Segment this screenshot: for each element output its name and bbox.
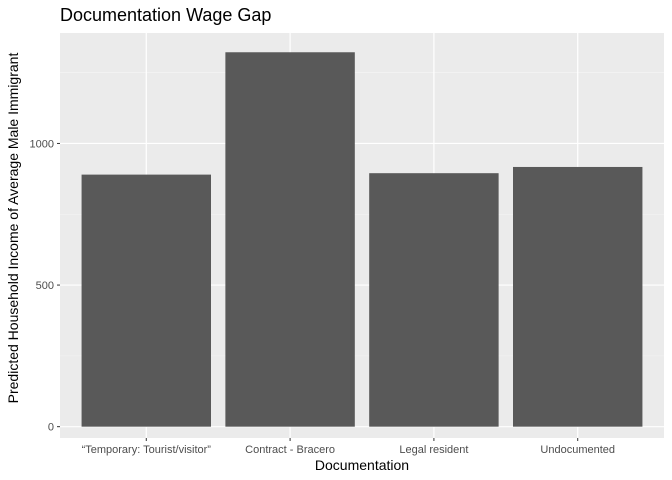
y-tick-label: 1000 [30,138,54,150]
x-tick-label: “Temporary: Tourist/visitor” [82,444,212,456]
y-axis: 0 500 1000 [30,138,60,434]
x-axis: “Temporary: Tourist/visitor” Contract - B… [82,438,615,456]
bars [81,52,643,427]
bar-2 [369,173,499,427]
x-tick-label: Contract - Bracero [245,444,335,456]
bar-3 [513,166,643,427]
y-axis-title: Predicted Household Income of Average Ma… [5,53,21,404]
chart-title: Documentation Wage Gap [60,5,271,25]
y-tick-label: 0 [48,422,54,434]
x-axis-title: Documentation [315,457,409,473]
x-tick-label: Legal resident [399,444,468,456]
y-tick-label: 500 [36,280,54,292]
bar-0 [81,174,211,427]
x-tick-label: Undocumented [540,444,615,456]
bar-1 [225,52,355,427]
